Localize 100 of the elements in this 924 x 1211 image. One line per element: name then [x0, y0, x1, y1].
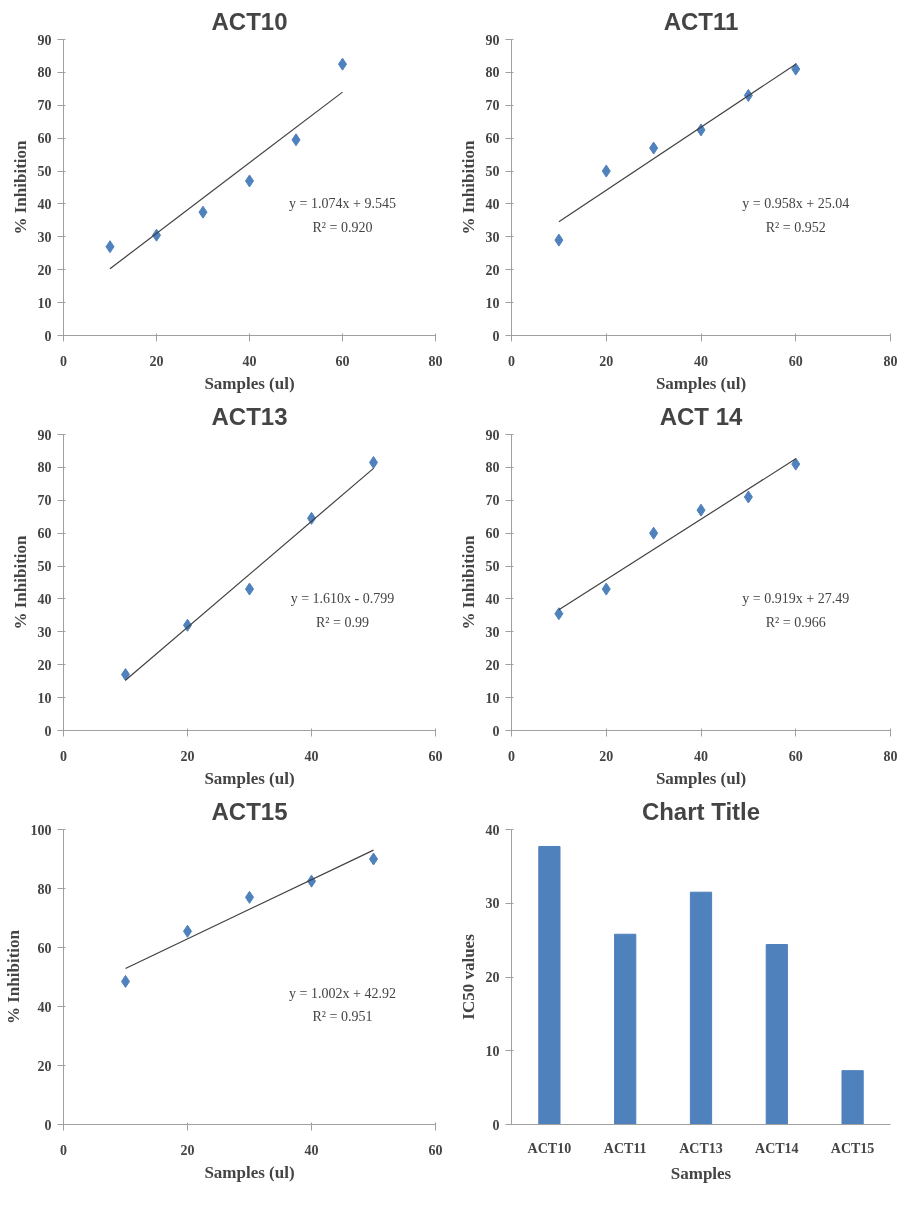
chart-title: Chart Title [641, 797, 761, 825]
x-axis-title: Samples (ul) [655, 373, 747, 393]
x-tick-label: 0 [508, 353, 515, 369]
y-tick-label: 70 [37, 98, 52, 114]
x-tick-label: ACT11 [603, 1140, 647, 1156]
annotation: y = 0.958x + 25.04 [742, 196, 850, 212]
y-tick-label: 30 [37, 624, 52, 640]
chart-title: ACT13 [211, 402, 288, 430]
y-tick-label: 10 [485, 1043, 500, 1059]
x-tick-label: 60 [788, 748, 803, 764]
annotation: R² = 0.951 [312, 1009, 373, 1025]
x-tick-label: 20 [149, 353, 164, 369]
x-tick-label: 0 [60, 748, 67, 764]
x-tick-label: 40 [694, 748, 708, 764]
y-tick-label: 0 [492, 328, 500, 344]
y-tick-label: 40 [485, 196, 500, 212]
y-tick-label: 60 [485, 131, 500, 147]
x-tick-label: 0 [60, 1142, 67, 1158]
chart-title: ACT15 [211, 797, 288, 825]
x-axis-title: Samples [670, 1163, 732, 1183]
y-axis-title: % Inhibition [10, 534, 30, 630]
y-tick-label: 80 [485, 460, 500, 476]
annotation: y = 1.610x - 0.799 [290, 591, 395, 607]
y-tick-label: 90 [37, 427, 52, 443]
y-tick-label: 30 [485, 624, 500, 640]
y-tick-label: 20 [37, 657, 52, 673]
y-tick-label: 20 [485, 262, 500, 278]
y-tick-label: 40 [37, 196, 52, 212]
y-tick-label: 10 [37, 295, 52, 311]
y-tick-label: 20 [37, 262, 52, 278]
x-tick-label: ACT13 [679, 1140, 723, 1156]
y-tick-label: 80 [37, 460, 52, 476]
x-axis-title: Samples (ul) [204, 1162, 295, 1182]
y-tick-label: 80 [37, 881, 52, 897]
y-axis-title: % Inhibition [458, 139, 478, 235]
y-axis-title: % Inhibition [10, 139, 30, 235]
x-tick-label: 60 [335, 353, 350, 369]
y-tick-label: 50 [485, 559, 500, 575]
x-tick-label: 40 [304, 1142, 319, 1158]
y-tick-label: 60 [485, 526, 500, 542]
y-tick-label: 70 [485, 98, 500, 114]
y-tick-label: 50 [37, 164, 52, 180]
x-tick-label: 40 [242, 353, 257, 369]
y-tick-label: 0 [44, 328, 52, 344]
y-tick-label: 30 [485, 229, 500, 245]
y-tick-label: 40 [485, 591, 500, 607]
y-tick-label: 20 [37, 1058, 52, 1074]
y-tick-label: 90 [37, 32, 52, 48]
y-tick-label: 80 [485, 65, 500, 81]
y-axis-title: % Inhibition [458, 534, 478, 630]
x-tick-label: ACT15 [830, 1140, 875, 1156]
x-tick-label: 60 [428, 1142, 443, 1158]
y-tick-label: 60 [37, 940, 52, 956]
x-tick-label: 20 [180, 1142, 195, 1158]
x-tick-label: 80 [428, 353, 443, 369]
annotation: R² = 0.920 [312, 219, 373, 235]
y-tick-label: 90 [485, 427, 500, 443]
chart-title: ACT10 [211, 7, 288, 35]
annotation: R² = 0.966 [765, 614, 826, 630]
y-tick-label: 40 [37, 999, 52, 1015]
x-tick-label: 0 [60, 353, 67, 369]
y-tick-label: 30 [37, 229, 52, 245]
y-axis-title: IC50 values [458, 933, 478, 1020]
x-tick-label: 80 [883, 748, 898, 764]
y-tick-label: 50 [37, 559, 52, 575]
y-tick-label: 50 [485, 164, 500, 180]
y-tick-label: 30 [485, 896, 500, 912]
x-tick-label: 80 [883, 353, 898, 369]
x-tick-label: 60 [788, 353, 803, 369]
x-axis-title: Samples (ul) [204, 373, 295, 393]
annotation: R² = 0.99 [316, 614, 369, 630]
y-tick-label: 60 [37, 526, 52, 542]
y-tick-label: 40 [485, 822, 500, 838]
x-tick-label: ACT14 [755, 1140, 799, 1156]
y-tick-label: 10 [37, 690, 52, 706]
x-tick-label: 20 [599, 353, 614, 369]
y-tick-label: 70 [485, 493, 500, 509]
x-tick-label: 60 [428, 748, 443, 764]
y-tick-label: 0 [492, 1117, 500, 1133]
chart-title: ACT 14 [659, 402, 743, 430]
x-tick-label: 20 [599, 748, 614, 764]
y-tick-label: 10 [485, 295, 500, 311]
x-tick-label: ACT10 [527, 1140, 572, 1156]
y-tick-label: 100 [30, 822, 52, 838]
y-tick-label: 0 [492, 723, 500, 739]
annotation: y = 1.002x + 42.92 [289, 985, 396, 1001]
y-tick-label: 0 [44, 1117, 52, 1133]
x-tick-label: 0 [508, 748, 515, 764]
annotation: y = 1.074x + 9.545 [289, 196, 396, 212]
x-axis-title: Samples (ul) [655, 768, 747, 788]
x-tick-label: 40 [694, 353, 708, 369]
x-tick-label: 40 [304, 748, 319, 764]
annotation: y = 0.919x + 27.49 [742, 591, 850, 607]
y-tick-label: 90 [485, 32, 500, 48]
y-tick-label: 20 [485, 970, 500, 985]
chart-title: ACT11 [663, 7, 739, 35]
y-tick-label: 40 [37, 591, 52, 607]
y-tick-label: 10 [485, 690, 500, 706]
y-tick-label: 80 [37, 65, 52, 81]
y-axis-title: % Inhibition [3, 929, 23, 1025]
